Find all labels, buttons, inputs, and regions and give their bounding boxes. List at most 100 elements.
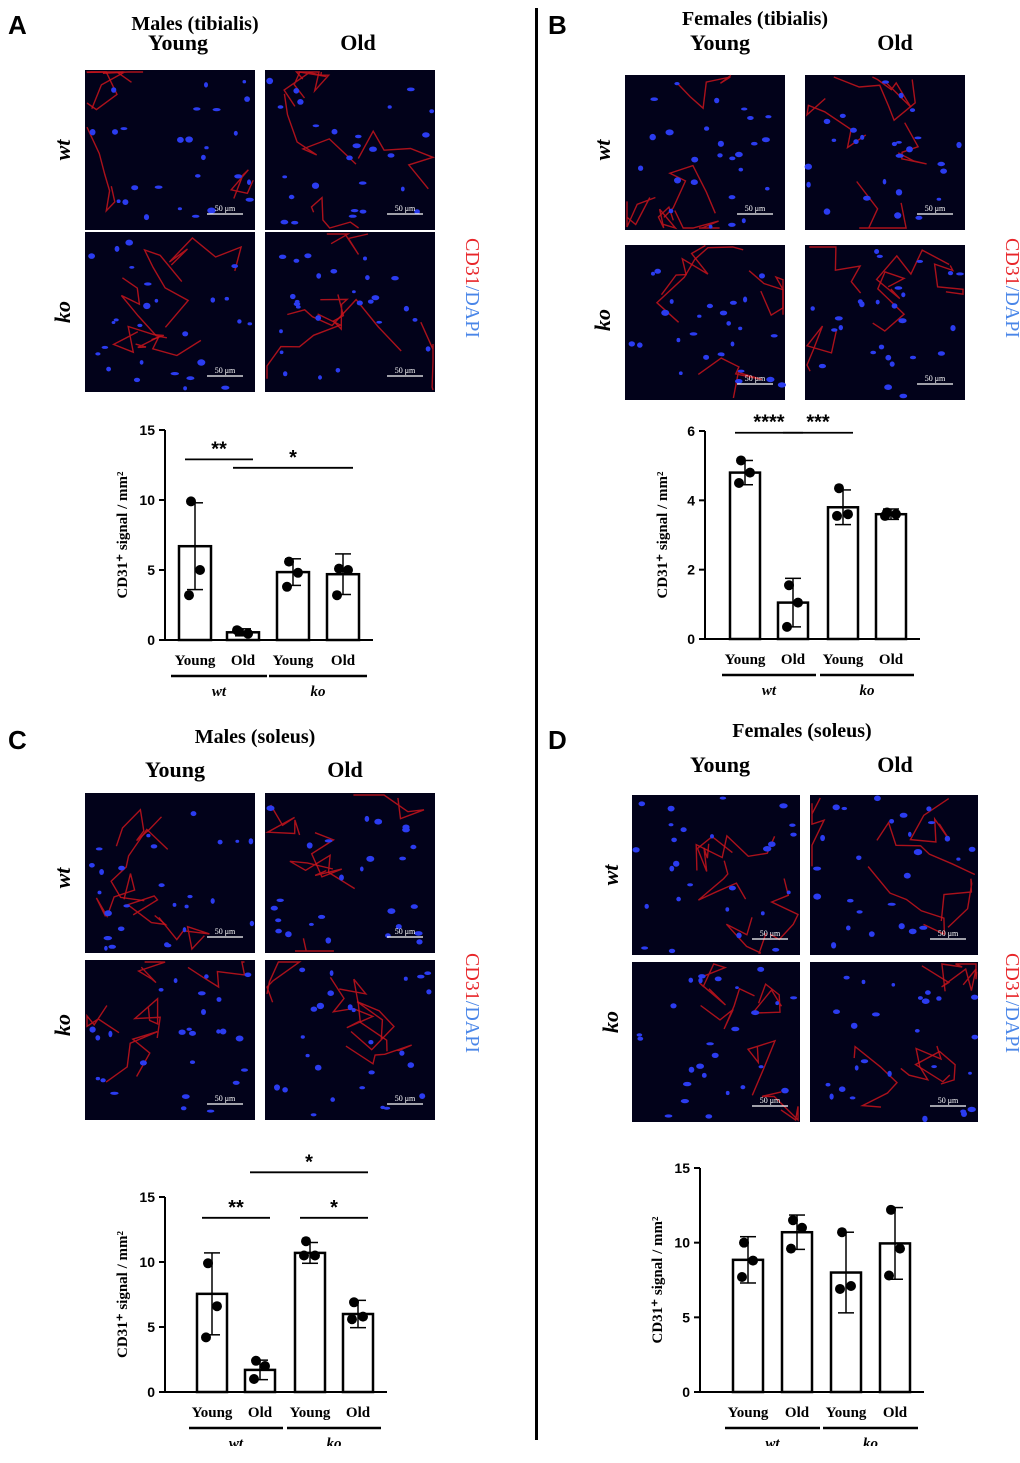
data-point <box>212 1301 222 1312</box>
data-point <box>282 581 292 592</box>
data-point <box>334 563 344 574</box>
row-label-wt: wt <box>50 139 75 161</box>
panel-title: Males (soleus) <box>195 726 316 748</box>
scale-bar-label: 50 μm <box>395 366 416 375</box>
data-point <box>880 510 890 521</box>
stain-label: CD31/DAPI <box>461 238 483 338</box>
y-tick-label: 15 <box>674 1160 690 1176</box>
data-point <box>260 1361 270 1371</box>
column-label-old: Old <box>877 30 912 55</box>
y-tick-label: 0 <box>682 1384 690 1400</box>
significance-label: * <box>305 1151 313 1173</box>
data-point <box>832 510 842 521</box>
data-point <box>793 597 803 608</box>
data-point <box>748 1255 758 1266</box>
y-axis-label: CD31⁺ signal / mm² <box>655 471 671 599</box>
panel-title: Females (tibialis) <box>682 8 828 30</box>
stain-counter-label: DAPI <box>461 291 483 338</box>
significance-label: **** <box>753 412 784 434</box>
x-category-label: Young <box>175 653 216 669</box>
bar <box>275 570 311 642</box>
micrograph-image: 50 μm <box>85 960 255 1120</box>
micrograph-image: 50 μm <box>625 244 786 400</box>
stain-marker-label: CD31 <box>461 953 483 1001</box>
column-label-young: Young <box>690 30 750 55</box>
y-tick-label: 15 <box>139 1189 155 1205</box>
stain-marker-label: CD31 <box>1001 953 1020 1001</box>
group-label: ko <box>311 684 326 700</box>
panel-d: D Females (soleus) Young Old wt ko 50 μm 50 μm 5… <box>540 715 1020 1446</box>
panel-svg: C Males (soleus) Young Old wt ko 50 μm 50 μm 50 … <box>8 725 483 1446</box>
x-category-label: Young <box>192 1405 233 1421</box>
panel-title: Males (tibialis) <box>131 13 258 35</box>
x-category-label: Old <box>781 652 806 668</box>
data-point <box>834 483 844 494</box>
scale-bar-label: 50 μm <box>215 366 236 375</box>
column-label-old: Old <box>327 757 362 782</box>
x-category-label: Old <box>785 1405 810 1421</box>
scale-bar-label: 50 μm <box>395 927 416 936</box>
scale-bar-label: 50 μm <box>745 204 766 213</box>
bar-chart: 0 5 10 15 CD31⁺ signal / mm² Young Old Young Old… <box>115 1151 387 1446</box>
y-axis-label: CD31⁺ signal / mm² <box>650 1216 666 1344</box>
data-point <box>837 1227 847 1238</box>
data-point <box>203 1258 213 1269</box>
micrograph-image: 50 μm <box>265 70 436 230</box>
data-point <box>186 496 196 507</box>
x-category-label: Old <box>879 652 904 668</box>
data-point <box>293 567 303 578</box>
bar <box>293 1251 327 1394</box>
data-point <box>184 590 194 601</box>
significance-label: * <box>330 1197 338 1219</box>
data-point <box>734 478 744 488</box>
scale-bar-label: 50 μm <box>395 204 416 213</box>
data-point <box>737 1272 747 1283</box>
column-label-old: Old <box>877 752 912 777</box>
data-point <box>358 1311 368 1322</box>
micrograph-image: 50 μm <box>632 795 800 955</box>
y-tick-label: 15 <box>139 422 155 438</box>
y-tick-label: 2 <box>687 562 695 578</box>
column-label-young: Young <box>145 757 205 782</box>
data-point <box>886 1204 896 1215</box>
significance-label: ** <box>228 1197 244 1219</box>
panel-letter: B <box>548 10 567 40</box>
group-label: wt <box>229 1436 244 1446</box>
data-point <box>745 467 755 478</box>
bar <box>826 506 860 641</box>
scale-bar-label: 50 μm <box>938 929 959 938</box>
panel-title: Females (soleus) <box>732 720 871 742</box>
micrograph-image: 50 μm <box>265 960 435 1120</box>
stain-separator: / <box>1001 286 1020 292</box>
stain-marker-label: CD31 <box>461 238 483 286</box>
row-label-wt: wt <box>590 139 615 161</box>
data-point <box>195 565 205 575</box>
data-point <box>891 509 901 520</box>
row-label-wt: wt <box>598 864 623 886</box>
x-category-label: Young <box>290 1405 331 1421</box>
column-label-old: Old <box>340 30 375 55</box>
micrograph-image: 50 μm <box>85 232 255 392</box>
stain-counter-label: DAPI <box>461 1006 483 1053</box>
data-point <box>343 565 353 575</box>
data-point <box>786 1243 796 1254</box>
significance-label: ** <box>211 438 227 460</box>
stain-label: CD31/DAPI <box>1001 953 1020 1053</box>
x-category-label: Old <box>248 1405 273 1421</box>
y-tick-label: 10 <box>139 492 155 508</box>
x-category-label: Old <box>331 653 356 669</box>
scale-bar-label: 50 μm <box>760 929 781 938</box>
stain-label: CD31/DAPI <box>461 953 483 1053</box>
y-tick-label: 4 <box>687 492 695 508</box>
y-tick-label: 5 <box>147 562 155 578</box>
data-point <box>784 580 794 591</box>
x-category-label: Old <box>231 653 256 669</box>
column-label-young: Young <box>148 30 208 55</box>
data-point <box>251 1355 261 1366</box>
data-point <box>249 1374 259 1384</box>
panel-letter: C <box>8 725 27 755</box>
micrograph-image: 50 μm <box>625 74 785 230</box>
